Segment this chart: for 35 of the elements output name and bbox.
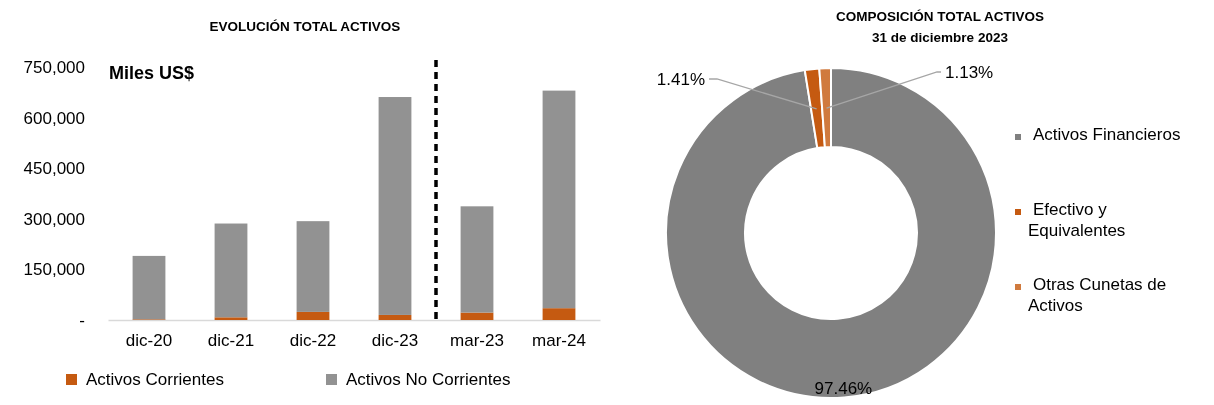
bar: [296, 311, 330, 320]
chart-title: COMPOSICIÓN TOTAL ACTIVOS: [835, 9, 1045, 24]
x-tick-label: dic-20: [125, 331, 173, 351]
bar: [542, 308, 576, 320]
bar: [460, 312, 494, 320]
y-tick-label: 150,000: [23, 260, 85, 280]
legend-label: Activos Financieros: [1033, 125, 1181, 144]
bar: [460, 206, 494, 313]
x-tick-label: mar-24: [532, 331, 586, 351]
bar: [378, 97, 412, 315]
legend-label: Otras Cunetas de Activos: [1028, 275, 1167, 315]
bar: [214, 317, 248, 320]
data-label: 97.46%: [814, 379, 873, 399]
y-tick-label: 450,000: [23, 159, 85, 179]
y-tick-label: -: [79, 310, 85, 330]
chart-subtitle: 31 de diciembre 2023: [872, 30, 1009, 45]
bar: [378, 314, 412, 320]
y-tick-label: 750,000: [23, 57, 85, 77]
legend-label: Activos Corrientes: [86, 370, 224, 389]
x-tick-label: mar-23: [450, 331, 504, 351]
y-tick-label: 300,000: [23, 209, 85, 229]
legend-label: Efectivo y Equivalentes: [1028, 200, 1126, 240]
bar: [296, 221, 330, 312]
data-label: 1.41%: [656, 70, 705, 89]
y-tick-label: 600,000: [23, 108, 85, 128]
x-tick-label: dic-23: [371, 331, 419, 351]
bar: [542, 90, 576, 309]
x-tick-label: dic-21: [207, 331, 255, 351]
bar: [132, 255, 166, 320]
x-tick-label: dic-22: [289, 331, 337, 351]
data-label: 1.13%: [945, 63, 994, 82]
bar: [214, 223, 248, 318]
annotation: Miles US$: [109, 63, 195, 83]
chart-title: EVOLUCIÓN TOTAL ACTIVOS: [209, 19, 401, 34]
legend-label: Activos No Corrientes: [346, 370, 511, 389]
